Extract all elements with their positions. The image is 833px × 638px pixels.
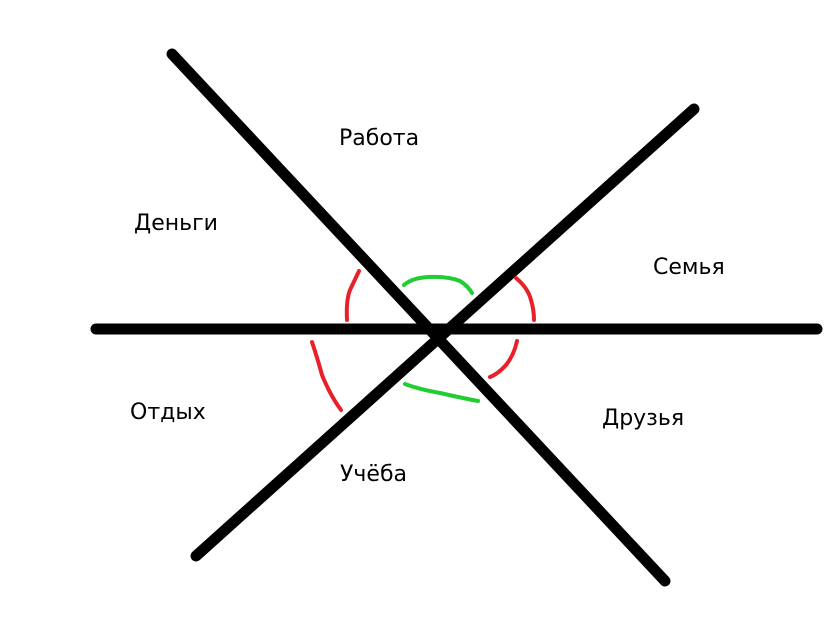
diagonal-line-down	[166, 48, 671, 587]
label-dengi: Деньги	[134, 211, 218, 236]
label-ucheba: Учёба	[340, 462, 407, 487]
red-arc-lower-left	[310, 340, 343, 412]
diagonal-line-up	[190, 103, 700, 562]
label-semya: Семья	[653, 255, 725, 280]
red-arc-upper-right	[514, 276, 536, 322]
label-otdyh: Отдых	[130, 400, 206, 425]
red-arc-lower-right	[488, 339, 519, 379]
red-arc-upper-left	[344, 269, 361, 322]
label-rabota: Работа	[339, 126, 420, 151]
label-druzya: Друзья	[602, 406, 685, 431]
green-arc-bottom	[403, 382, 480, 403]
green-arc-top	[402, 274, 474, 295]
